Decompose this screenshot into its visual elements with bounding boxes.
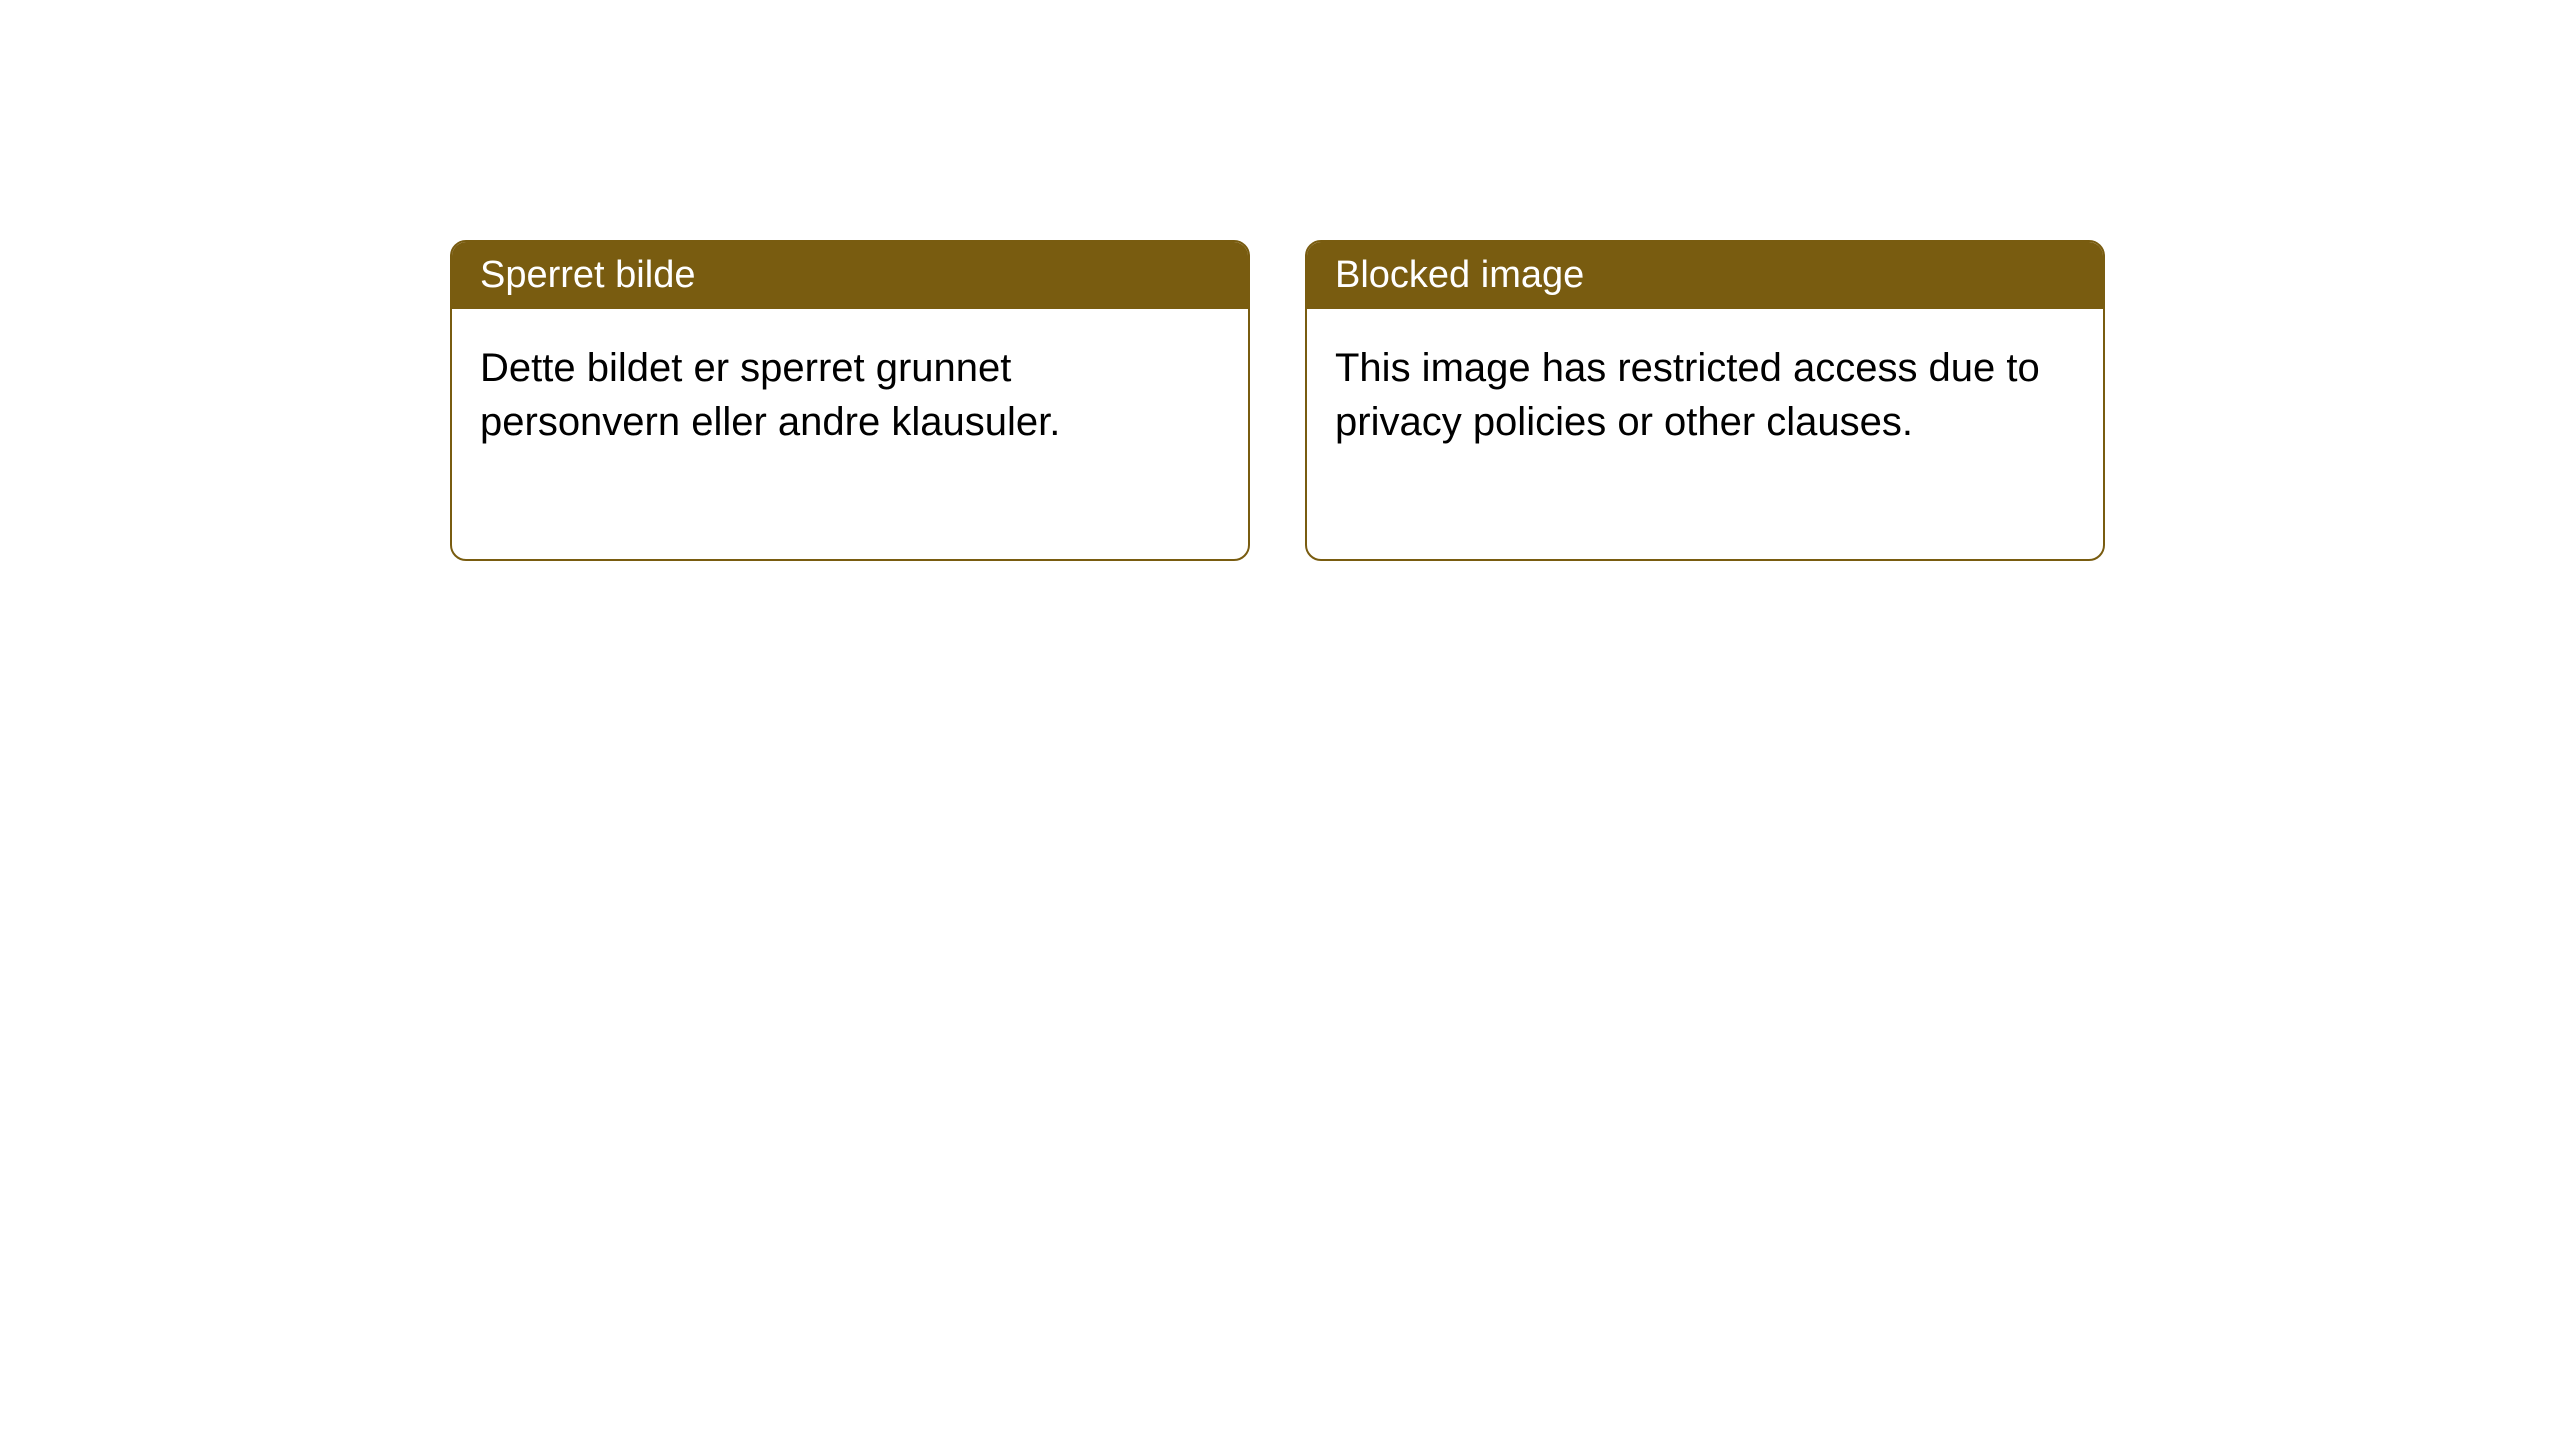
notice-title-english: Blocked image (1307, 242, 2103, 309)
notice-title-norwegian: Sperret bilde (452, 242, 1248, 309)
notice-body-norwegian: Dette bildet er sperret grunnet personve… (452, 309, 1248, 559)
notice-container: Sperret bilde Dette bildet er sperret gr… (450, 240, 2105, 561)
notice-card-norwegian: Sperret bilde Dette bildet er sperret gr… (450, 240, 1250, 561)
notice-card-english: Blocked image This image has restricted … (1305, 240, 2105, 561)
notice-body-english: This image has restricted access due to … (1307, 309, 2103, 559)
